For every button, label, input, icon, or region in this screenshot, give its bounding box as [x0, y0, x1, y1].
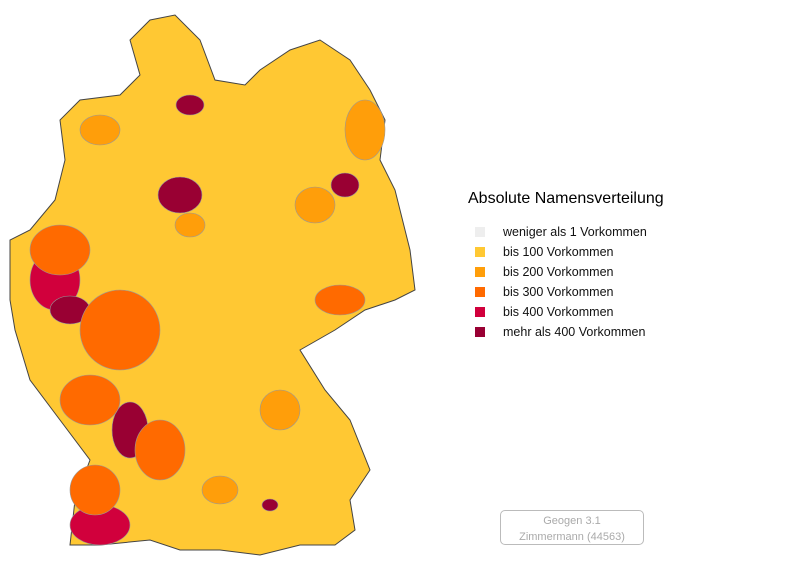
district-region: [69, 464, 121, 516]
legend-title: Absolute Namensverteilung: [468, 190, 664, 207]
district-region: [79, 114, 121, 146]
credit-version: Geogen 3.1: [543, 515, 601, 527]
district-region: [261, 498, 279, 512]
district-region: [29, 224, 91, 276]
district-region: [330, 172, 360, 198]
legend-swatch: [475, 247, 485, 257]
legend-item: bis 400 Vorkommen: [468, 302, 664, 322]
legend-item: bis 300 Vorkommen: [468, 282, 664, 302]
legend-swatch: [475, 287, 485, 297]
legend-item: bis 200 Vorkommen: [468, 262, 664, 282]
district-region: [344, 99, 386, 161]
legend: Absolute Namensverteilung weniger als 1 …: [468, 190, 664, 342]
district-region: [59, 374, 121, 426]
legend-swatch: [475, 307, 485, 317]
legend-label: bis 300 Vorkommen: [503, 285, 614, 299]
district-region: [157, 176, 203, 214]
district-region: [201, 475, 239, 505]
legend-label: bis 200 Vorkommen: [503, 265, 614, 279]
district-region: [134, 419, 186, 481]
legend-label: mehr als 400 Vorkommen: [503, 325, 646, 339]
legend-item: bis 100 Vorkommen: [468, 242, 664, 262]
legend-swatch: [475, 327, 485, 337]
legend-swatch: [475, 267, 485, 277]
credit-box: Geogen 3.1 Zimmermann (44563): [500, 510, 644, 545]
legend-label: weniger als 1 Vorkommen: [503, 225, 647, 239]
legend-label: bis 400 Vorkommen: [503, 305, 614, 319]
district-region: [175, 94, 205, 116]
district-region: [294, 186, 336, 224]
district-regions: [29, 94, 386, 546]
legend-label: bis 100 Vorkommen: [503, 245, 614, 259]
legend-swatch: [475, 227, 485, 237]
district-region: [314, 284, 366, 316]
germany-outline: [9, 14, 416, 556]
credit-author: Zimmermann (44563): [519, 531, 625, 543]
district-region: [259, 389, 301, 431]
legend-item: weniger als 1 Vorkommen: [468, 222, 664, 242]
district-region: [79, 289, 161, 371]
legend-item: mehr als 400 Vorkommen: [468, 322, 664, 342]
district-region: [174, 212, 206, 238]
